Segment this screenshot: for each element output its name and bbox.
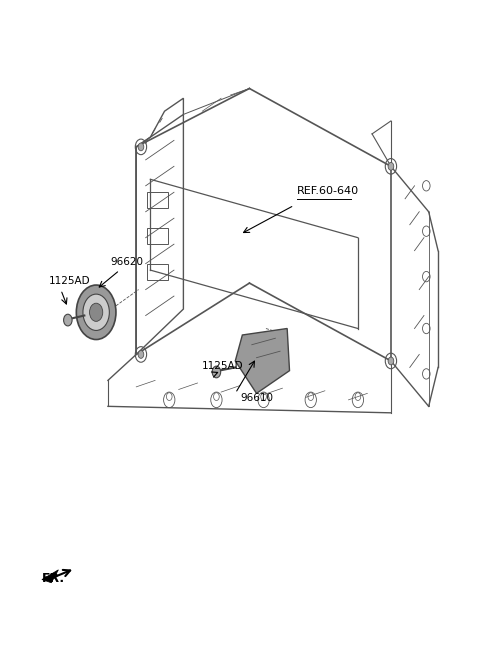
Circle shape xyxy=(138,351,144,358)
Circle shape xyxy=(388,162,394,170)
Text: REF.60-640: REF.60-640 xyxy=(297,185,359,196)
Circle shape xyxy=(63,314,72,326)
Text: 96620: 96620 xyxy=(110,257,144,267)
Circle shape xyxy=(138,143,144,150)
Circle shape xyxy=(90,303,103,321)
Text: FR.: FR. xyxy=(42,572,65,585)
Circle shape xyxy=(83,294,109,330)
Circle shape xyxy=(212,366,221,378)
Polygon shape xyxy=(235,328,289,394)
Text: 96610: 96610 xyxy=(240,393,273,403)
Circle shape xyxy=(76,285,116,340)
Circle shape xyxy=(388,357,394,365)
Polygon shape xyxy=(42,570,59,583)
Text: 1125AD: 1125AD xyxy=(202,361,244,371)
Text: 1125AD: 1125AD xyxy=(49,277,91,286)
